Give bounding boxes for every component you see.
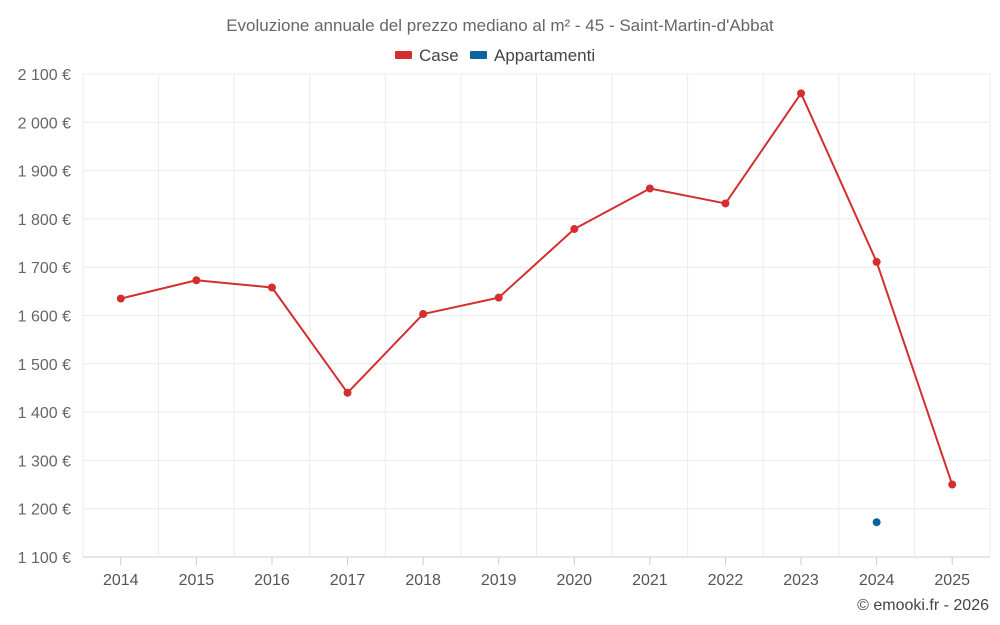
grid <box>82 73 991 558</box>
x-tick-label: 2020 <box>556 572 592 589</box>
y-tick-label: 1 200 € <box>18 502 71 519</box>
data-point-case[interactable] <box>948 480 957 489</box>
y-tick-label: 1 700 € <box>18 260 71 277</box>
y-tick-label: 1 900 € <box>18 164 71 181</box>
x-tick-label: 2014 <box>103 572 139 589</box>
data-point-case[interactable] <box>797 89 806 98</box>
legend: Case Appartamenti <box>395 46 595 65</box>
y-tick-label: 2 000 € <box>18 115 71 132</box>
legend-item-case[interactable]: Case <box>395 46 459 65</box>
data-point-case[interactable] <box>570 225 579 234</box>
x-tick-label: 2025 <box>934 572 970 589</box>
legend-swatch-appartamenti <box>470 51 487 59</box>
x-tick-label: 2024 <box>859 572 895 589</box>
y-tick-label: 1 500 € <box>18 357 71 374</box>
x-axis: 2014 2015 2016 2017 2018 2019 2020 2021 2022 2023… <box>103 557 970 589</box>
y-tick-label: 1 800 € <box>18 212 71 229</box>
data-point-case[interactable] <box>872 257 881 266</box>
x-tick-label: 2016 <box>254 572 290 589</box>
chart-title: Evoluzione annuale del prezzo mediano al… <box>226 16 774 35</box>
credit-text: © emooki.fr - 2026 <box>857 597 989 614</box>
y-tick-label: 1 600 € <box>18 309 71 326</box>
data-point-appartamenti[interactable] <box>872 518 881 527</box>
legend-swatch-case <box>395 51 412 59</box>
y-axis: 1 100 € 1 200 € 1 300 € 1 400 € 1 500 € 1 600… <box>18 67 71 567</box>
x-tick-label: 2015 <box>179 572 215 589</box>
y-tick-label: 1 300 € <box>18 453 71 470</box>
x-tick-label: 2023 <box>783 572 819 589</box>
legend-item-appartamenti[interactable]: Appartamenti <box>470 46 595 65</box>
y-tick-label: 1 400 € <box>18 405 71 422</box>
data-point-case[interactable] <box>192 276 201 285</box>
y-tick-label: 2 100 € <box>18 67 71 84</box>
y-tick-label: 1 100 € <box>18 550 71 567</box>
data-point-case[interactable] <box>116 294 125 303</box>
data-point-case[interactable] <box>419 310 428 319</box>
legend-label-case: Case <box>419 46 459 65</box>
x-tick-label: 2022 <box>708 572 744 589</box>
data-point-case[interactable] <box>494 293 503 302</box>
data-point-case[interactable] <box>267 283 276 292</box>
x-tick-label: 2017 <box>330 572 366 589</box>
data-point-case[interactable] <box>343 388 352 397</box>
series <box>116 89 957 527</box>
data-point-case[interactable] <box>645 184 654 193</box>
x-tick-label: 2021 <box>632 572 668 589</box>
x-tick-label: 2018 <box>405 572 441 589</box>
legend-label-appartamenti: Appartamenti <box>494 46 595 65</box>
data-point-case[interactable] <box>721 199 730 208</box>
series-line-case <box>120 92 954 485</box>
x-tick-label: 2019 <box>481 572 517 589</box>
